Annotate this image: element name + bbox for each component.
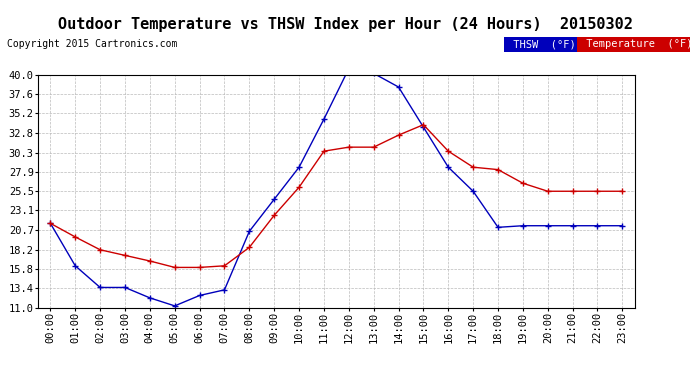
Text: Temperature  (°F): Temperature (°F) (580, 39, 690, 50)
Text: THSW  (°F): THSW (°F) (507, 39, 582, 50)
Text: Copyright 2015 Cartronics.com: Copyright 2015 Cartronics.com (7, 39, 177, 50)
Text: Outdoor Temperature vs THSW Index per Hour (24 Hours)  20150302: Outdoor Temperature vs THSW Index per Ho… (57, 17, 633, 32)
